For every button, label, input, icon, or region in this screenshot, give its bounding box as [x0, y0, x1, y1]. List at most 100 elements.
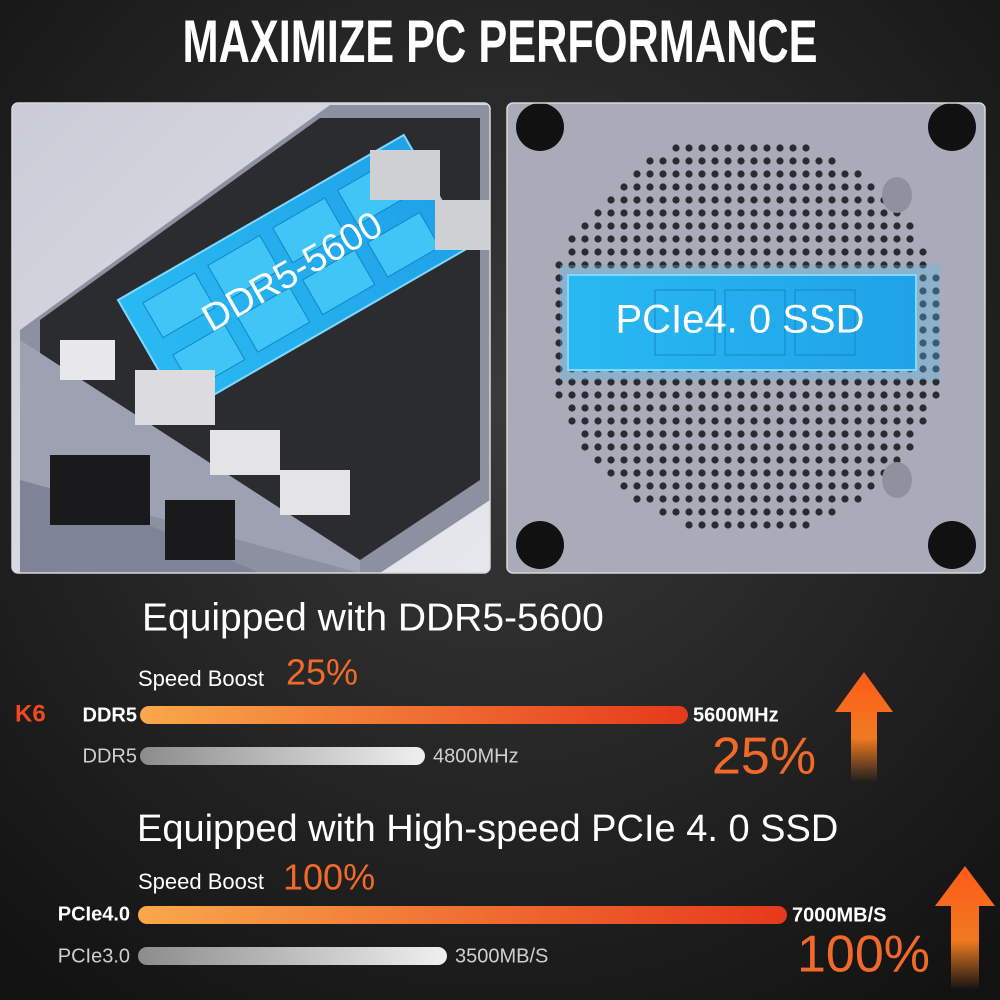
vent-hole [763, 157, 771, 165]
vent-hole [646, 456, 654, 464]
vent-hole [932, 326, 940, 334]
vent-hole [880, 209, 888, 217]
vent-hole [685, 404, 693, 412]
vent-hole [620, 183, 628, 191]
vent-hole [893, 443, 901, 451]
vent-hole [880, 443, 888, 451]
vent-hole [789, 157, 797, 165]
vent-hole [659, 404, 667, 412]
vent-hole [750, 170, 758, 178]
vent-hole [711, 495, 719, 503]
vent-hole [633, 183, 641, 191]
vent-hole [828, 495, 836, 503]
vent-hole [763, 261, 771, 269]
vent-hole [672, 170, 680, 178]
vent-hole [633, 378, 641, 386]
vent-hole [867, 196, 875, 204]
brand-label: K6 [15, 700, 46, 727]
vent-hole [672, 404, 680, 412]
boost-label: Speed Boost [138, 666, 264, 691]
vent-hole [815, 235, 823, 243]
vent-hole [724, 456, 732, 464]
vent-hole [763, 404, 771, 412]
vent-hole [698, 469, 706, 477]
vent-hole [659, 196, 667, 204]
vent-hole [672, 482, 680, 490]
vent-hole [698, 391, 706, 399]
big-percent: 25% [712, 728, 816, 786]
vent-hole [711, 378, 719, 386]
vent-hole [620, 222, 628, 230]
vent-hole [646, 482, 654, 490]
row-value: 7000MB/S [792, 904, 887, 926]
vent-hole [776, 482, 784, 490]
vent-hole [568, 391, 576, 399]
vent-hole [646, 417, 654, 425]
vent-hole [763, 482, 771, 490]
vent-hole [698, 443, 706, 451]
vent-hole [633, 456, 641, 464]
vent-hole [659, 469, 667, 477]
vent-hole [620, 248, 628, 256]
vent-hole [815, 222, 823, 230]
vent-hole [672, 469, 680, 477]
vent-hole [841, 482, 849, 490]
vent-hole [815, 183, 823, 191]
vent-hole [802, 508, 810, 516]
vent-hole [841, 196, 849, 204]
vent-hole [880, 378, 888, 386]
vent-hole [724, 521, 732, 529]
vent-hole [776, 391, 784, 399]
vent-hole [750, 469, 758, 477]
vent-hole [802, 261, 810, 269]
vent-hole [659, 430, 667, 438]
vent-hole [841, 495, 849, 503]
vent-hole [906, 391, 914, 399]
vent-hole [555, 326, 563, 334]
vent-hole [802, 391, 810, 399]
vent-hole [594, 378, 602, 386]
vent-hole [932, 391, 940, 399]
vent-hole [867, 482, 875, 490]
vent-hole [659, 391, 667, 399]
vent-hole [633, 417, 641, 425]
vent-hole [555, 300, 563, 308]
vent-hole [776, 144, 784, 152]
vent-hole [685, 222, 693, 230]
vent-hole [672, 378, 680, 386]
vent-hole [737, 261, 745, 269]
vent-hole [698, 222, 706, 230]
vent-hole [607, 235, 615, 243]
ram-photo: DDR5-5600 [12, 103, 490, 573]
vent-hole [789, 495, 797, 503]
vent-hole [776, 521, 784, 529]
vent-hole [802, 469, 810, 477]
vent-hole [776, 456, 784, 464]
vent-hole [737, 404, 745, 412]
vent-hole [737, 456, 745, 464]
vent-hole [685, 430, 693, 438]
vent-hole [711, 469, 719, 477]
vent-hole [919, 339, 927, 347]
vent-hole [581, 404, 589, 412]
vent-hole [854, 196, 862, 204]
vent-hole [802, 235, 810, 243]
vent-hole [841, 378, 849, 386]
vent-hole [685, 508, 693, 516]
vent-hole [815, 482, 823, 490]
vent-hole [815, 196, 823, 204]
vent-hole [581, 443, 589, 451]
vent-hole [867, 469, 875, 477]
vent-hole [802, 196, 810, 204]
vent-hole [698, 508, 706, 516]
vent-hole [620, 196, 628, 204]
vent-hole [685, 417, 693, 425]
ssd-label: PCIe4. 0 SSD [615, 298, 864, 342]
vent-hole [880, 417, 888, 425]
vent-hole [763, 196, 771, 204]
vent-hole [867, 430, 875, 438]
vent-hole [698, 209, 706, 217]
vent-hole [763, 508, 771, 516]
vent-hole [828, 443, 836, 451]
vent-hole [776, 222, 784, 230]
